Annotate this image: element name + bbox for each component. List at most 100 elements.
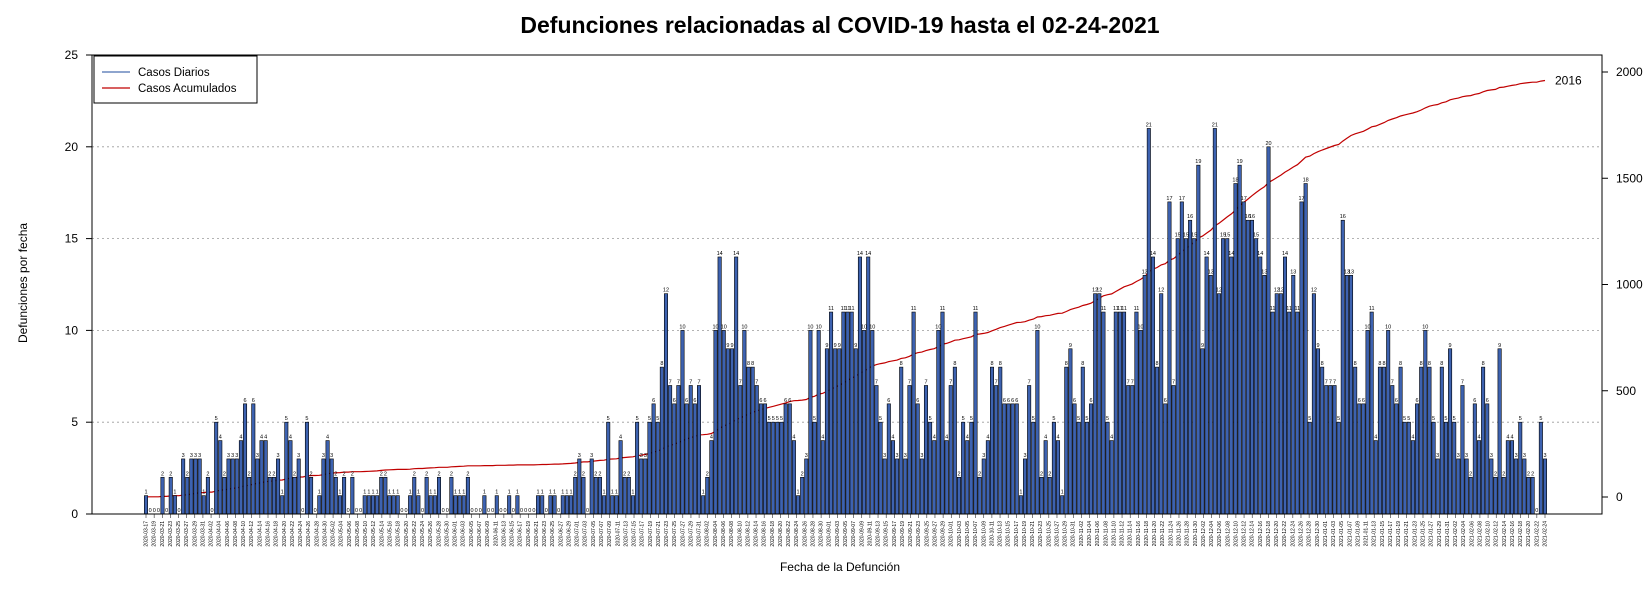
x-tick-label: 2021-01-07 xyxy=(1347,521,1353,547)
bar xyxy=(1076,421,1081,515)
bar xyxy=(713,330,718,515)
bar-value-label: 6 xyxy=(1416,398,1419,404)
x-tick-label: 2020-07-01 xyxy=(575,521,581,547)
bar xyxy=(267,476,272,515)
bar xyxy=(1349,275,1354,515)
x-tick-label: 2020-08-02 xyxy=(705,521,711,547)
bar-value-label: 2 xyxy=(1502,471,1505,477)
x-tick-label: 2020-06-27 xyxy=(558,521,564,547)
cumulative-line xyxy=(146,79,1546,498)
bar-value-label: 11 xyxy=(1117,306,1123,312)
x-tick-label: 2021-02-02 xyxy=(1453,521,1459,547)
y-tick-label: 10 xyxy=(65,323,79,337)
bar xyxy=(1464,458,1469,515)
bar-value-label: 1 xyxy=(376,490,379,496)
bar xyxy=(259,440,264,515)
bar xyxy=(725,348,730,515)
bar-value-label: 2 xyxy=(206,471,209,477)
bar xyxy=(1072,403,1077,515)
bar-value-label: 7 xyxy=(1391,379,1394,385)
bar xyxy=(626,476,631,515)
x-tick-label: 2020-03-23 xyxy=(168,521,174,547)
x-tick-label: 2020-08-30 xyxy=(819,521,825,547)
bar-value-label: 8 xyxy=(900,361,903,367)
bar-value-label: 1 xyxy=(458,490,461,496)
bar xyxy=(1245,219,1250,515)
x-tick-label: 2020-08-18 xyxy=(770,521,776,547)
bar xyxy=(1109,440,1114,515)
bar xyxy=(1361,403,1366,515)
bar-value-label: 6 xyxy=(887,398,890,404)
bar-value-label: 20 xyxy=(1265,141,1271,147)
bar-value-label: 9 xyxy=(1316,343,1319,349)
bar xyxy=(1303,183,1308,515)
bar xyxy=(1270,311,1275,515)
bar xyxy=(1538,421,1543,515)
x-tick-label: 2020-09-13 xyxy=(876,521,882,547)
bar-value-label: 3 xyxy=(1543,453,1546,459)
x-tick-label: 2020-11-04 xyxy=(1087,521,1093,546)
bar-value-label: 5 xyxy=(648,416,651,422)
bar-value-label: 2 xyxy=(598,471,601,477)
x-tick-label: 2020-09-09 xyxy=(859,521,865,547)
bar xyxy=(1159,293,1164,515)
bar-value-label: 2 xyxy=(801,471,804,477)
bar-value-label: 9 xyxy=(854,343,857,349)
bar xyxy=(1064,366,1069,515)
x-tick-label: 2020-06-25 xyxy=(550,521,556,547)
y2-tick-label: 1500 xyxy=(1616,171,1643,185)
bar-value-label: 8 xyxy=(1428,361,1431,367)
bar xyxy=(247,476,252,515)
bar-value-label: 2 xyxy=(1469,471,1472,477)
bar-value-label: 1 xyxy=(631,490,634,496)
bar-value-label: 7 xyxy=(1127,379,1130,385)
bar-value-label: 10 xyxy=(1422,324,1428,330)
bar-value-label: 7 xyxy=(1461,379,1464,385)
bar xyxy=(172,495,177,515)
chart-title: Defunciones relacionadas al COVID-19 has… xyxy=(520,12,1159,38)
bar xyxy=(271,476,276,515)
bar-value-label: 4 xyxy=(945,435,948,441)
x-tick-label: 2020-03-21 xyxy=(160,521,166,547)
bar xyxy=(1373,440,1378,515)
x-tick-label: 2020-07-21 xyxy=(656,521,662,547)
bar-value-label: 11 xyxy=(940,306,946,312)
x-tick-label: 2021-02-06 xyxy=(1469,521,1475,547)
bar-value-label: 6 xyxy=(759,398,762,404)
x-tick-label: 2020-12-30 xyxy=(1315,521,1321,547)
bar xyxy=(1485,403,1490,515)
bar xyxy=(635,421,640,515)
bar-value-label: 5 xyxy=(1308,416,1311,422)
bar xyxy=(1365,330,1370,515)
x-tick-label: 2020-05-24 xyxy=(420,521,426,547)
bar xyxy=(1472,403,1477,515)
bar xyxy=(1439,366,1444,515)
bar xyxy=(560,495,565,515)
bar xyxy=(168,476,173,515)
bar xyxy=(597,476,602,515)
bar-value-label: 1 xyxy=(508,490,511,496)
bar-value-label: 5 xyxy=(962,416,965,422)
x-tick-label: 2020-09-23 xyxy=(916,521,922,547)
bar-value-label: 1 xyxy=(615,490,618,496)
bar-value-label: 11 xyxy=(1369,306,1375,312)
x-tick-label: 2021-02-22 xyxy=(1534,521,1540,547)
x-tick-label: 2020-05-06 xyxy=(347,521,353,547)
bar xyxy=(614,495,619,515)
bar-value-label: 2 xyxy=(384,471,387,477)
bar-value-label: 3 xyxy=(805,453,808,459)
bar-value-label: 12 xyxy=(1311,288,1317,294)
bar-value-label: 1 xyxy=(392,490,395,496)
bar-value-label: 5 xyxy=(970,416,973,422)
bar-value-label: 11 xyxy=(911,306,917,312)
bar xyxy=(763,403,768,515)
x-tick-label: 2020-07-03 xyxy=(583,521,589,547)
bar xyxy=(1002,403,1007,515)
bar-value-label: 14 xyxy=(1282,251,1288,257)
bar xyxy=(1299,201,1304,515)
bar-value-label: 11 xyxy=(828,306,834,312)
bar-value-label: 8 xyxy=(1482,361,1485,367)
x-tick-label: 2020-08-10 xyxy=(737,521,743,547)
x-tick-label: 2020-08-04 xyxy=(713,521,719,547)
bar-value-label: 5 xyxy=(656,416,659,422)
